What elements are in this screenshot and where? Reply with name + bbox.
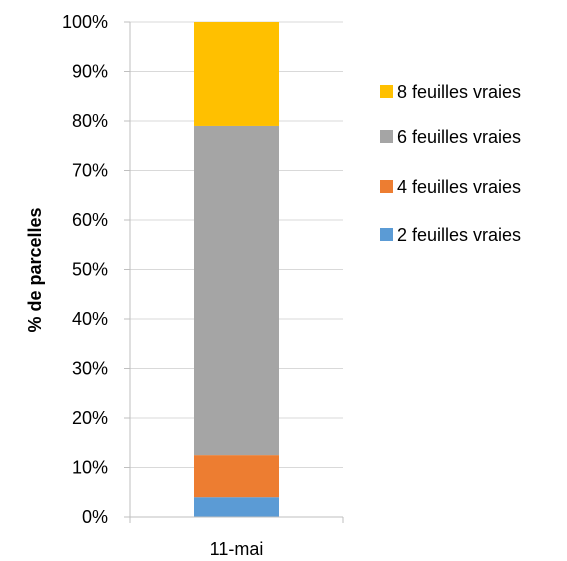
bar-segment-2	[194, 455, 279, 498]
y-axis-title: % de parcelles	[25, 207, 45, 332]
legend-swatch	[380, 180, 393, 193]
legend-swatch	[380, 130, 393, 143]
y-tick-label: 50%	[72, 260, 108, 280]
legend: 8 feuilles vraies 6 feuilles vraies 4 feui…	[380, 82, 521, 245]
y-tick-label: 30%	[72, 359, 108, 379]
y-tick-label: 0%	[82, 507, 108, 527]
y-tick-label: 90%	[72, 62, 108, 82]
legend-label: 2 feuilles vraies	[397, 225, 521, 245]
legend-label: 6 feuilles vraies	[397, 127, 521, 147]
y-tick-label: 10%	[72, 458, 108, 478]
legend-swatch	[380, 228, 393, 241]
y-tick-label: 70%	[72, 161, 108, 181]
y-tick-labels: 0% 10% 20% 30% 40% 50% 60% 70% 80% 90% 100%	[62, 12, 130, 527]
legend-swatch	[380, 85, 393, 98]
x-tick-label: 11-mai	[210, 539, 264, 559]
y-tick-label: 60%	[72, 210, 108, 230]
legend-label: 4 feuilles vraies	[397, 177, 521, 197]
y-tick-label: 80%	[72, 111, 108, 131]
bar-segment-3	[194, 125, 279, 456]
x-tick-labels: 11-mai	[129, 517, 344, 559]
y-tick-label: 100%	[62, 12, 108, 32]
legend-label: 8 feuilles vraies	[397, 82, 521, 102]
bar-segment-4	[194, 22, 279, 126]
y-tick-label: 20%	[72, 408, 108, 428]
bar-segment-1	[194, 497, 279, 517]
bars	[194, 22, 279, 517]
y-tick-label: 40%	[72, 309, 108, 329]
